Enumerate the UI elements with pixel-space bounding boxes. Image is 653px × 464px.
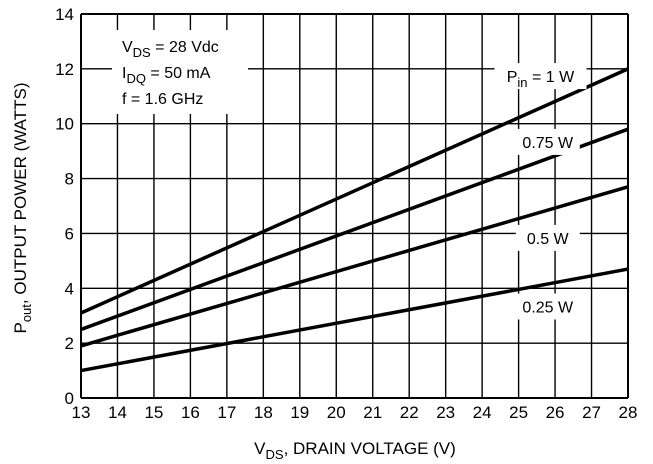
y-tick-label: 8 [65,170,74,189]
y-tick-label: 6 [65,224,74,243]
x-tick-label: 19 [290,403,309,422]
series-line [80,185,629,348]
x-tick-label: 20 [327,403,346,422]
ticks: 13 14 15 16 17 18 19 20 21 22 23 24 25 26 27 2802468101… [55,5,637,422]
series-label-bg [515,224,580,251]
condition-frequency: f = 1.6 GHz [122,91,203,108]
x-tick-label: 16 [181,403,200,422]
x-tick-label: 18 [254,403,273,422]
x-tick-label: 23 [436,403,455,422]
series-lines [80,67,629,373]
series-labels: Pin = 1 W 0.75 W 0.5 W 0.25 W [494,63,587,320]
series-label: 0.25 W [522,299,574,316]
x-tick-label: 28 [619,403,638,422]
x-tick-label: 26 [546,403,565,422]
series-label: 0.5 W [527,231,570,248]
condition-idq: IDQ = 50 mA [122,65,211,86]
x-tick-label: 14 [108,403,127,422]
x-tick-label: 22 [400,403,419,422]
x-tick-label: 24 [473,403,492,422]
x-tick-label: 13 [72,403,91,422]
y-axis-label: Pout, OUTPUT POWER (WATTS) [11,82,34,333]
y-tick-label: 14 [55,5,74,24]
series-label-bg [494,63,587,90]
y-tick-label: 12 [55,60,74,79]
series-line [80,67,629,315]
series-label: Pin = 1 W [507,69,575,90]
conditions-box [112,30,248,114]
series-line [80,267,629,373]
x-tick-label: 27 [582,403,601,422]
series-label: 0.75 W [522,135,574,152]
y-tick-label: 4 [65,279,74,298]
y-tick-label: 2 [65,334,74,353]
series-label-bg [515,128,580,155]
x-tick-label: 25 [509,403,528,422]
series-label-bg [515,293,580,320]
x-axis-label: VDS, DRAIN VOLTAGE (V) [254,439,456,462]
series-line [80,127,629,332]
condition-vds: VDS = 28 Vdc [122,39,219,60]
y-tick-label: 0 [65,389,74,408]
x-tick-label: 15 [144,403,163,422]
x-tick-label: 21 [363,403,382,422]
y-tick-label: 10 [55,115,74,134]
x-tick-label: 17 [217,403,236,422]
